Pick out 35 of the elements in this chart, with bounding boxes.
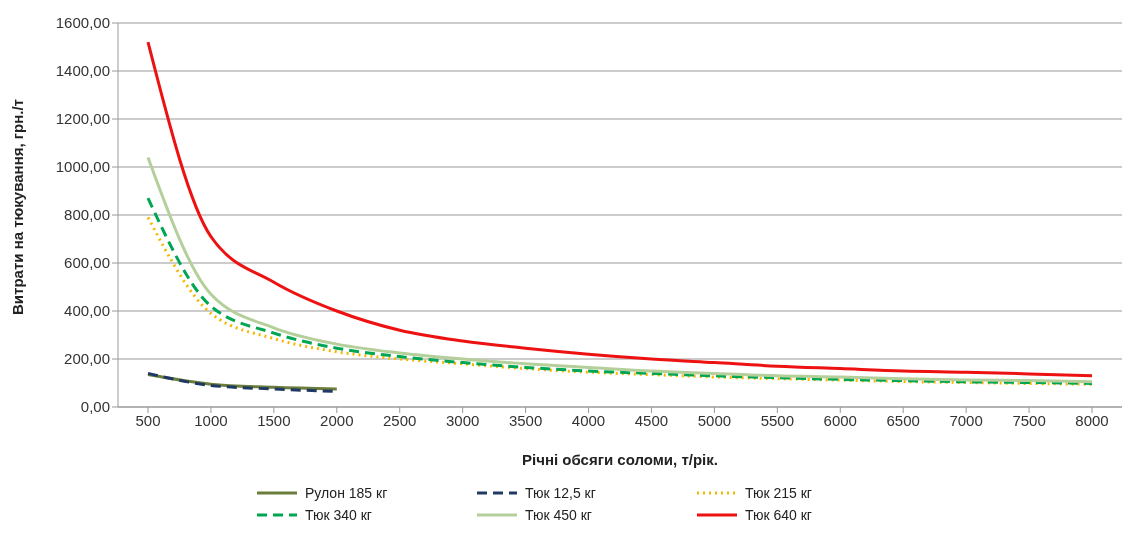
legend-label: Тюк 640 кг (745, 507, 812, 523)
legend-label: Тюк 450 кг (525, 507, 592, 523)
x-tick-label: 2500 (383, 411, 417, 429)
x-tick-label: 8000 (1075, 411, 1109, 429)
legend-label: Рулон 185 кг (305, 485, 388, 501)
y-tick-label: 400,00 (64, 302, 110, 320)
x-tick-label: 1500 (257, 411, 291, 429)
y-tick-label: 200,00 (64, 350, 110, 368)
x-tick-label: 6000 (823, 411, 857, 429)
y-tick-label: 600,00 (64, 254, 110, 272)
y-tick-label: 1000,00 (55, 158, 110, 176)
x-tick-label: 1000 (194, 411, 228, 429)
x-tick-label: 7000 (949, 411, 983, 429)
x-tick-label: 3500 (508, 411, 543, 429)
y-tick-label: 1600,00 (55, 14, 110, 32)
x-tick-label: 5000 (697, 411, 732, 429)
x-tick-label: 7500 (1012, 411, 1046, 429)
y-tick-label: 0,00 (80, 398, 110, 416)
y-tick-label: 1200,00 (55, 110, 110, 128)
y-tick-label: 1400,00 (55, 62, 110, 80)
x-tick-label: 5500 (760, 411, 795, 429)
x-tick-label: 6500 (886, 411, 920, 429)
legend-label: Тюк 215 кг (745, 485, 812, 501)
x-tick-label: 4500 (634, 411, 669, 429)
x-tick-label: 2000 (320, 411, 354, 429)
x-tick-label: 3000 (445, 411, 480, 429)
line-series (146, 40, 1094, 378)
y-tick-label: 800,00 (64, 206, 110, 224)
line-series (146, 155, 1094, 384)
x-tick-label: 4000 (571, 411, 606, 429)
y-axis-title: Витрати на тюкування, грн./т (9, 99, 27, 315)
x-tick-label: 500 (135, 411, 161, 429)
legend-label: Тюк 340 кг (305, 507, 372, 523)
x-axis-title: Річні обсяги соломи, т/рік. (522, 451, 718, 468)
legend-label: Тюк 12,5 кг (525, 485, 596, 501)
